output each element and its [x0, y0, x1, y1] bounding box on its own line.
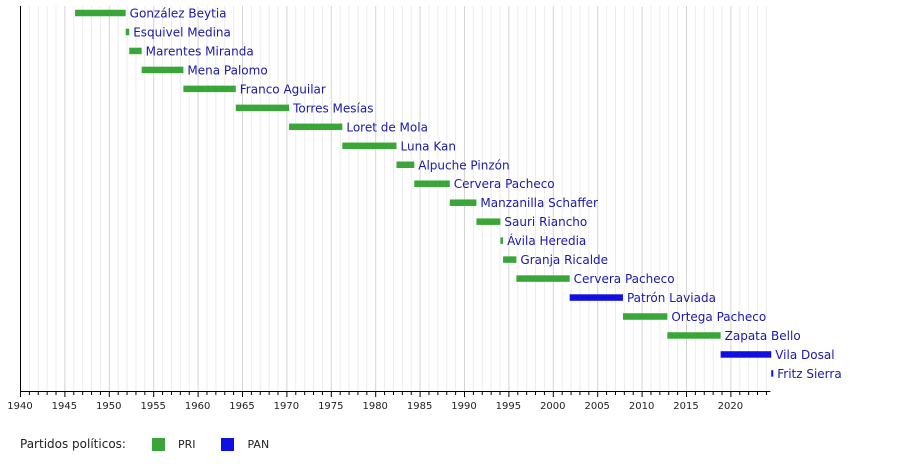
bar-label-18: Zapata Bello — [725, 329, 801, 343]
legend-label-pri: PRI — [177, 437, 196, 451]
x-tick-label: 1980 — [362, 401, 387, 412]
bar-11 — [449, 199, 477, 206]
x-tick-label: 1985 — [407, 401, 432, 412]
x-tick-label: 1955 — [140, 401, 165, 412]
x-tick-label: 2000 — [540, 401, 565, 412]
x-tick-label: 2005 — [584, 401, 609, 412]
bar-label-6: Torres Mesías — [292, 101, 373, 115]
bar-19 — [720, 351, 772, 358]
bar-label-12: Sauri Riancho — [504, 215, 587, 229]
legend-label-pan: PAN — [247, 437, 270, 451]
bar-8 — [342, 142, 397, 150]
legend-swatch-pan — [221, 437, 235, 451]
bar-label-13: Ávila Heredia — [507, 233, 586, 248]
bar-9 — [396, 161, 415, 169]
bar-label-7: Loret de Mola — [346, 120, 428, 134]
legend: Partidos políticos: PRI PAN — [20, 436, 295, 452]
bar-13 — [500, 237, 504, 244]
bar-17 — [622, 313, 668, 320]
bar-6 — [235, 104, 290, 112]
legend-swatch-pri — [151, 437, 165, 451]
x-tick-label: 1995 — [496, 401, 521, 412]
legend-title: Partidos políticos: — [20, 437, 126, 451]
x-tick-label: 1945 — [52, 401, 77, 412]
bar-label-20: Fritz Sierra — [777, 367, 841, 381]
bar-label-4: Mena Palomo — [187, 63, 267, 77]
legend-item-pan: PAN — [221, 437, 270, 451]
x-tick-label: 1990 — [451, 401, 476, 412]
x-tick-label: 1940 — [7, 401, 32, 412]
x-tick-label: 1965 — [229, 401, 254, 412]
x-tick-label: 1975 — [318, 401, 343, 412]
x-tick-label: 1960 — [185, 401, 210, 412]
bar-14 — [503, 256, 517, 263]
bar-label-1: González Beytia — [130, 7, 227, 21]
bar-label-2: Esquivel Medina — [133, 25, 231, 39]
bar-label-10: Cervera Pacheco — [454, 177, 555, 191]
x-tick-label: 2015 — [673, 401, 698, 412]
bar-15 — [516, 275, 570, 282]
bar-label-9: Alpuche Pinzón — [418, 158, 509, 172]
bar-label-17: Ortega Pacheco — [671, 310, 766, 324]
bar-12 — [476, 218, 501, 225]
bar-20 — [771, 370, 774, 377]
bar-label-16: Patrón Laviada — [627, 291, 716, 305]
bar-label-11: Manzanilla Schaffer — [480, 196, 598, 210]
bar-3 — [129, 47, 142, 55]
bar-label-3: Marentes Miranda — [146, 44, 254, 58]
legend-item-pri: PRI — [151, 437, 196, 451]
timeline-chart: 1940 1945 1950 1955 1960 1965 1970 1975 1980 1985… — [7, 6, 842, 412]
bar-5 — [183, 85, 236, 93]
bar-1 — [75, 9, 126, 17]
bar-label-19: Vila Dosal — [775, 348, 834, 362]
bar-18 — [667, 332, 721, 339]
bar-7 — [289, 123, 343, 131]
bar-label-15: Cervera Pacheco — [574, 272, 675, 286]
bar-label-14: Granja Ricalde — [520, 253, 608, 267]
bar-10 — [414, 180, 450, 187]
x-tick-label: 2020 — [718, 401, 743, 412]
bar-label-5: Franco Aguilar — [240, 82, 326, 96]
x-tick-label: 1950 — [96, 401, 121, 412]
bar-16 — [569, 294, 623, 301]
bar-4 — [141, 66, 184, 74]
bar-2 — [125, 28, 130, 36]
x-tick-label: 2010 — [629, 401, 654, 412]
x-tick-label: 1970 — [274, 401, 299, 412]
bar-label-8: Luna Kan — [401, 139, 456, 153]
